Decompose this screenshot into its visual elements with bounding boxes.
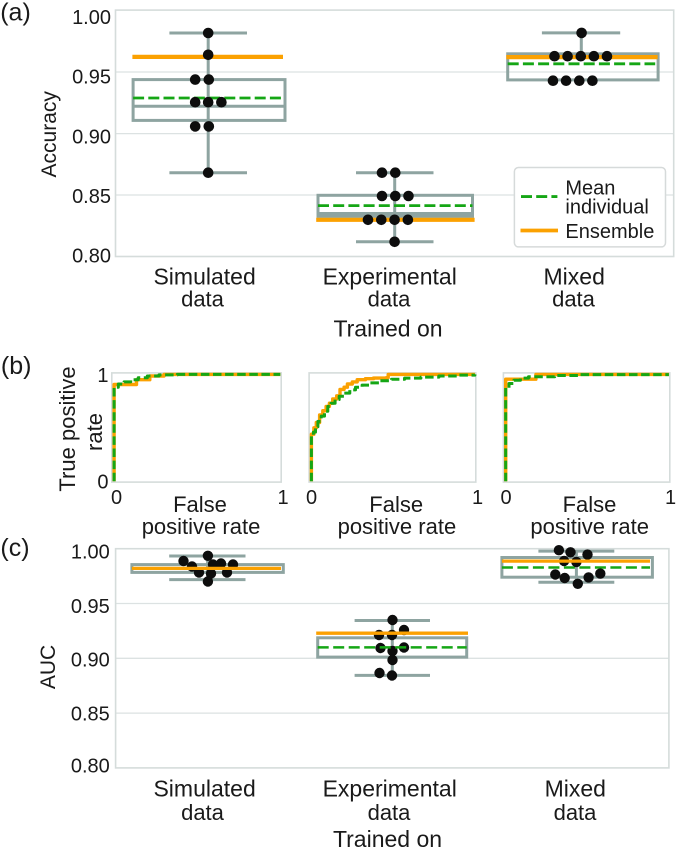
- svg-text:data: data: [554, 800, 598, 825]
- svg-text:AUC: AUC: [37, 645, 60, 689]
- svg-text:Experimental: Experimental: [323, 775, 457, 801]
- svg-text:Mixed: Mixed: [544, 264, 605, 290]
- svg-text:Experimental: Experimental: [323, 264, 457, 290]
- svg-text:0.80: 0.80: [72, 245, 111, 267]
- svg-text:Simulated: Simulated: [153, 264, 255, 290]
- svg-text:1: 1: [665, 487, 676, 509]
- svg-text:Accuracy: Accuracy: [38, 91, 61, 178]
- svg-text:True positive: True positive: [55, 366, 80, 491]
- svg-text:0.80: 0.80: [71, 756, 110, 778]
- svg-text:(b): (b): [1, 352, 32, 380]
- svg-text:(a): (a): [0, 0, 31, 27]
- svg-text:0: 0: [306, 487, 317, 509]
- svg-text:Mixed: Mixed: [545, 775, 606, 801]
- svg-text:rate: rate: [82, 413, 107, 451]
- svg-text:(c): (c): [0, 534, 29, 562]
- svg-text:0.85: 0.85: [72, 186, 111, 208]
- svg-text:Mean: Mean: [565, 177, 615, 199]
- svg-text:0.95: 0.95: [71, 596, 110, 618]
- svg-text:0: 0: [111, 487, 122, 509]
- svg-text:Ensemble: Ensemble: [565, 221, 654, 243]
- svg-text:individual: individual: [565, 196, 648, 218]
- svg-text:data: data: [181, 286, 225, 311]
- svg-text:0: 0: [500, 487, 511, 509]
- svg-text:1: 1: [472, 487, 483, 509]
- svg-text:1.00: 1.00: [72, 7, 111, 29]
- svg-text:data: data: [368, 286, 412, 311]
- svg-text:0.95: 0.95: [72, 67, 111, 89]
- svg-text:data: data: [368, 800, 412, 825]
- svg-text:positive rate: positive rate: [338, 514, 457, 539]
- svg-text:data: data: [552, 286, 596, 311]
- svg-text:0.85: 0.85: [71, 703, 110, 725]
- svg-text:False: False: [369, 492, 423, 517]
- svg-text:1: 1: [277, 487, 288, 509]
- svg-text:1: 1: [97, 365, 108, 387]
- svg-text:positive rate: positive rate: [142, 514, 261, 539]
- svg-text:0.90: 0.90: [72, 126, 111, 148]
- svg-text:positive rate: positive rate: [530, 514, 649, 539]
- svg-text:Trained on: Trained on: [333, 315, 442, 341]
- svg-text:0: 0: [97, 472, 108, 494]
- svg-text:False: False: [173, 492, 227, 517]
- svg-text:Simulated: Simulated: [153, 775, 255, 801]
- svg-text:False: False: [563, 492, 617, 517]
- svg-text:data: data: [181, 800, 225, 825]
- svg-text:0.90: 0.90: [71, 649, 110, 671]
- svg-text:1.00: 1.00: [71, 541, 110, 563]
- svg-text:Trained on: Trained on: [333, 826, 442, 852]
